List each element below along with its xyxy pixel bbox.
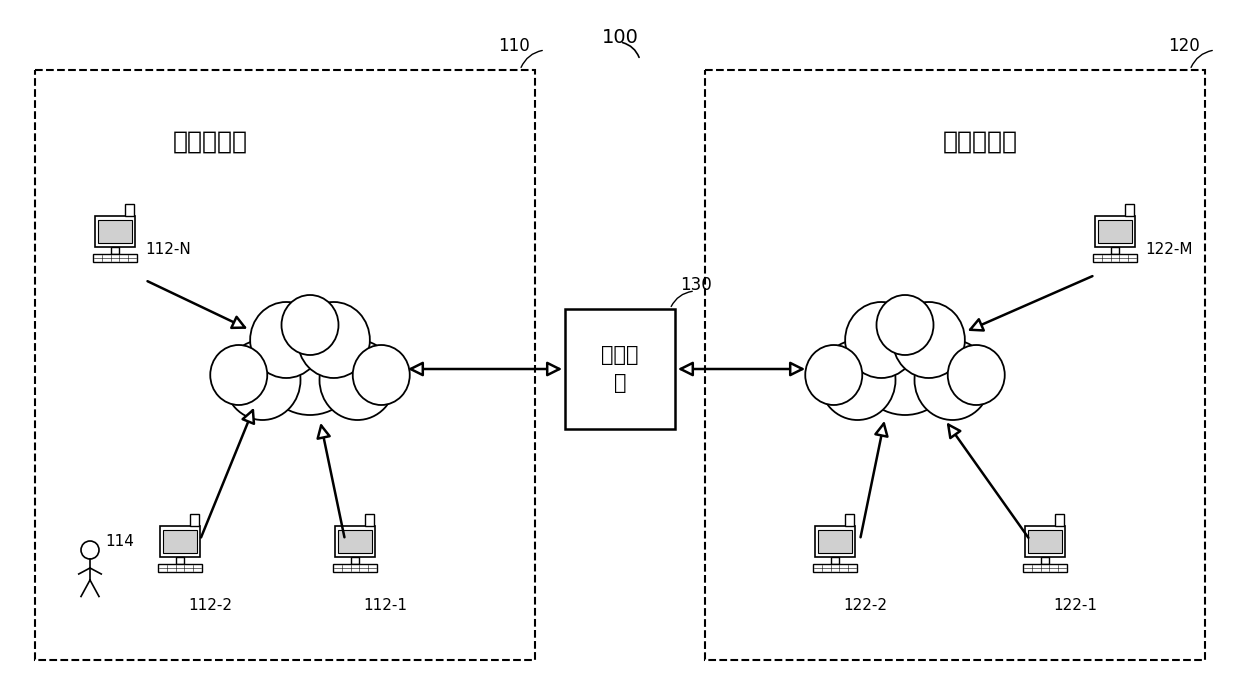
Ellipse shape	[352, 345, 409, 405]
Ellipse shape	[250, 302, 322, 378]
Bar	[1092, 255, 1137, 262]
Ellipse shape	[298, 302, 370, 378]
Bar	[351, 557, 360, 563]
Ellipse shape	[224, 340, 300, 420]
FancyArrowPatch shape	[949, 424, 1028, 537]
Bar	[332, 565, 377, 572]
Text: 112-N: 112-N	[145, 242, 191, 258]
Ellipse shape	[320, 340, 396, 420]
Bar	[831, 557, 839, 563]
Bar	[162, 530, 197, 554]
Bar	[366, 514, 373, 526]
FancyArrowPatch shape	[201, 410, 254, 537]
Ellipse shape	[211, 345, 268, 405]
FancyArrowPatch shape	[410, 363, 559, 375]
Ellipse shape	[281, 295, 339, 355]
Bar	[1111, 247, 1120, 253]
FancyArrowPatch shape	[681, 363, 802, 375]
Bar	[93, 255, 138, 262]
Bar	[1095, 216, 1136, 247]
Ellipse shape	[805, 345, 862, 405]
Bar	[339, 530, 372, 554]
Ellipse shape	[846, 302, 918, 378]
Bar	[1024, 526, 1065, 557]
Bar	[1023, 565, 1068, 572]
Bar	[813, 565, 857, 572]
Text: 第二区块链: 第二区块链	[942, 130, 1018, 154]
Bar	[110, 247, 119, 253]
Text: 120: 120	[1168, 37, 1200, 55]
Bar	[190, 514, 198, 526]
Text: 122-M: 122-M	[1145, 242, 1193, 258]
Bar	[94, 216, 135, 247]
Bar	[160, 526, 201, 557]
FancyArrowPatch shape	[861, 424, 888, 537]
Bar	[1125, 205, 1133, 216]
Text: 100: 100	[601, 28, 639, 47]
Bar	[1097, 220, 1132, 244]
Ellipse shape	[947, 345, 1004, 405]
Bar	[176, 557, 185, 563]
FancyBboxPatch shape	[565, 309, 675, 429]
Bar	[335, 526, 376, 557]
Ellipse shape	[820, 340, 895, 420]
Bar	[846, 514, 853, 526]
Bar	[1028, 530, 1061, 554]
Text: 110: 110	[498, 37, 529, 55]
Text: 管理设
备: 管理设 备	[601, 345, 639, 393]
Ellipse shape	[258, 305, 362, 415]
FancyArrowPatch shape	[148, 281, 246, 328]
Text: 130: 130	[680, 276, 712, 294]
FancyArrowPatch shape	[317, 426, 345, 537]
Ellipse shape	[853, 305, 957, 415]
Ellipse shape	[877, 295, 934, 355]
Text: 112-1: 112-1	[363, 598, 407, 613]
Bar	[818, 530, 852, 554]
Ellipse shape	[915, 340, 991, 420]
Text: 第一区块链: 第一区块链	[172, 130, 248, 154]
Text: 122-2: 122-2	[843, 598, 887, 613]
Bar	[1055, 514, 1064, 526]
Bar	[98, 220, 131, 244]
Text: 114: 114	[105, 535, 134, 549]
Bar	[815, 526, 856, 557]
Bar	[1040, 557, 1049, 563]
Text: 112-2: 112-2	[188, 598, 232, 613]
Text: 122-1: 122-1	[1053, 598, 1097, 613]
Bar	[157, 565, 202, 572]
FancyArrowPatch shape	[970, 276, 1092, 330]
Bar	[125, 205, 134, 216]
Ellipse shape	[893, 302, 965, 378]
